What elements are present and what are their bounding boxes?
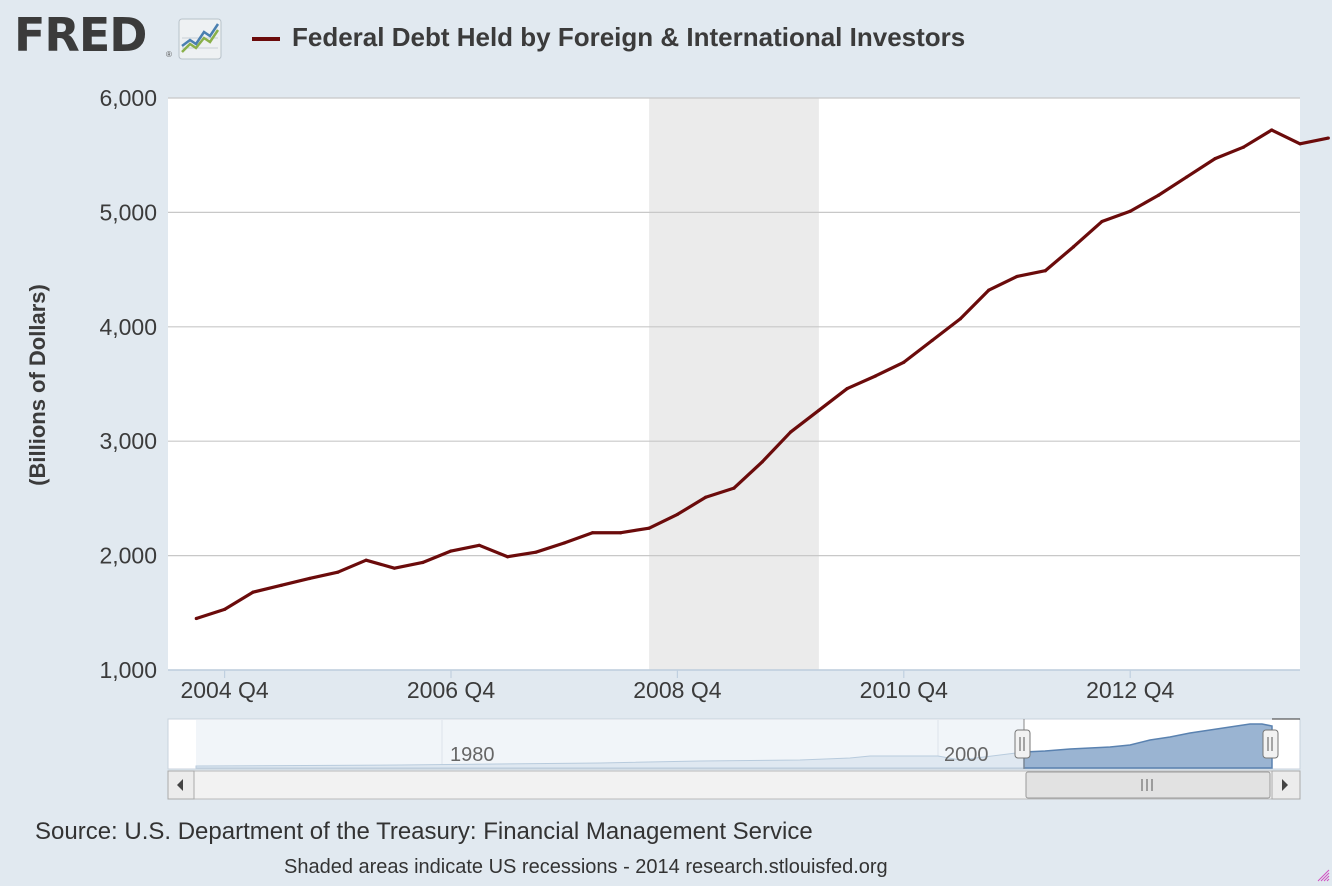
data-point[interactable] — [590, 531, 595, 535]
scrollbar[interactable] — [167, 770, 1301, 800]
recession-shading — [649, 98, 819, 670]
navigator-label-1980: 1980 — [450, 744, 495, 766]
data-point[interactable] — [1185, 175, 1189, 179]
data-point[interactable] — [1241, 145, 1245, 149]
data-point[interactable] — [817, 408, 821, 412]
arrow-right-icon[interactable] — [1271, 770, 1301, 800]
arrow-left-icon[interactable] — [167, 770, 195, 800]
x-tick-label: 2004 Q4 — [180, 677, 268, 703]
data-point[interactable] — [873, 374, 878, 378]
scrollbar-thumb[interactable] — [1025, 771, 1271, 799]
y-tick-label: 3,000 — [99, 428, 157, 454]
series-title[interactable]: Federal Debt Held by Foreign & Internati… — [292, 22, 966, 52]
data-point[interactable] — [789, 430, 793, 434]
data-point[interactable] — [477, 543, 481, 547]
drag-handle-icon[interactable] — [1262, 729, 1279, 759]
data-point[interactable] — [1100, 219, 1104, 224]
data-point[interactable] — [1043, 269, 1047, 273]
fred-logo[interactable]: FRED — [14, 8, 147, 62]
x-tick-label: 2008 Q4 — [633, 677, 721, 703]
resize-grip-icon[interactable] — [1316, 866, 1330, 882]
data-point[interactable] — [1213, 157, 1217, 161]
data-point[interactable] — [1072, 245, 1076, 249]
data-point[interactable] — [251, 590, 255, 594]
data-point[interactable] — [279, 583, 283, 587]
registered-mark: ® — [166, 50, 172, 59]
data-point[interactable] — [1128, 209, 1132, 213]
data-point[interactable] — [1156, 193, 1161, 197]
data-point[interactable] — [1015, 274, 1019, 279]
line-chart-icon — [178, 18, 222, 60]
x-axis-ticks: 2004 Q4 2006 Q4 2008 Q4 2010 Q4 2012 Q4 — [180, 670, 1175, 703]
data-point[interactable] — [194, 616, 198, 621]
data-point[interactable] — [562, 541, 566, 545]
y-tick-label: 5,000 — [99, 199, 157, 225]
data-point[interactable] — [336, 570, 340, 574]
data-point[interactable] — [364, 558, 368, 562]
data-point[interactable] — [421, 560, 425, 565]
y-tick-label: 4,000 — [99, 314, 157, 340]
navigator-label-2000: 2000 — [944, 744, 989, 766]
data-point[interactable] — [506, 555, 510, 559]
data-point[interactable] — [902, 360, 906, 364]
data-point[interactable] — [223, 607, 227, 611]
source-citation: Source: U.S. Department of the Treasury:… — [35, 818, 813, 845]
y-tick-label: 6,000 — [99, 85, 157, 111]
legend-swatch — [252, 37, 280, 41]
data-point[interactable] — [1326, 136, 1330, 140]
data-point[interactable] — [987, 288, 991, 292]
y-tick-label: 2,000 — [99, 543, 157, 569]
data-point[interactable] — [1270, 128, 1274, 132]
data-point[interactable] — [760, 460, 764, 464]
data-point[interactable] — [392, 566, 396, 570]
x-tick-label: 2006 Q4 — [407, 677, 495, 703]
data-point[interactable] — [449, 549, 453, 553]
data-point[interactable] — [930, 338, 934, 343]
data-point[interactable] — [704, 495, 708, 499]
range-navigator[interactable]: 1980 2000 — [167, 718, 1301, 770]
recession-note[interactable]: Shaded areas indicate US recessions - 20… — [284, 856, 888, 878]
data-point[interactable] — [732, 486, 736, 490]
data-point[interactable] — [845, 386, 849, 391]
data-point[interactable] — [958, 317, 963, 321]
data-point[interactable] — [675, 512, 680, 517]
data-point[interactable] — [1298, 142, 1302, 146]
data-point[interactable] — [619, 531, 623, 535]
x-tick-label: 2010 Q4 — [860, 677, 948, 703]
x-tick-label: 2012 Q4 — [1086, 677, 1174, 703]
data-point[interactable] — [647, 526, 651, 530]
chart-header: FRED ® Federal Debt Held by Foreign & In… — [0, 0, 1332, 78]
data-point[interactable] — [534, 550, 538, 554]
y-tick-label: 1,000 — [99, 657, 157, 683]
y-axis-ticks: 6,000 5,000 4,000 3,000 2,000 1,000 — [99, 85, 157, 683]
series-group[interactable] — [194, 128, 1330, 621]
data-point[interactable] — [307, 576, 312, 581]
grip-icon — [1141, 779, 1153, 791]
drag-handle-icon[interactable] — [1014, 729, 1031, 759]
